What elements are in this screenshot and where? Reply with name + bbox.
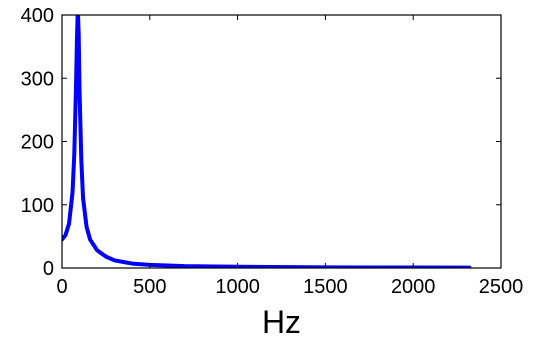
plot-background [62,15,501,268]
y-tick-label: 0 [43,258,54,280]
tick-layer: 0 500 1000 1500 2000 2500 0 100 200 300 400 [21,5,524,298]
x-tick-label: 2000 [391,276,436,298]
x-tick-label: 0 [56,276,67,298]
x-axis-label: Hz [262,304,301,337]
y-tick-label: 200 [21,132,54,154]
series-layer [62,15,472,268]
x-tick-label: 2500 [479,276,524,298]
x-tick-label: 1000 [215,276,260,298]
series-line [62,15,472,268]
x-tick-label: 1500 [303,276,348,298]
x-tick-label: 500 [133,276,166,298]
y-tick-label: 300 [21,68,54,90]
y-tick-label: 400 [21,5,54,27]
y-tick-label: 100 [21,195,54,217]
